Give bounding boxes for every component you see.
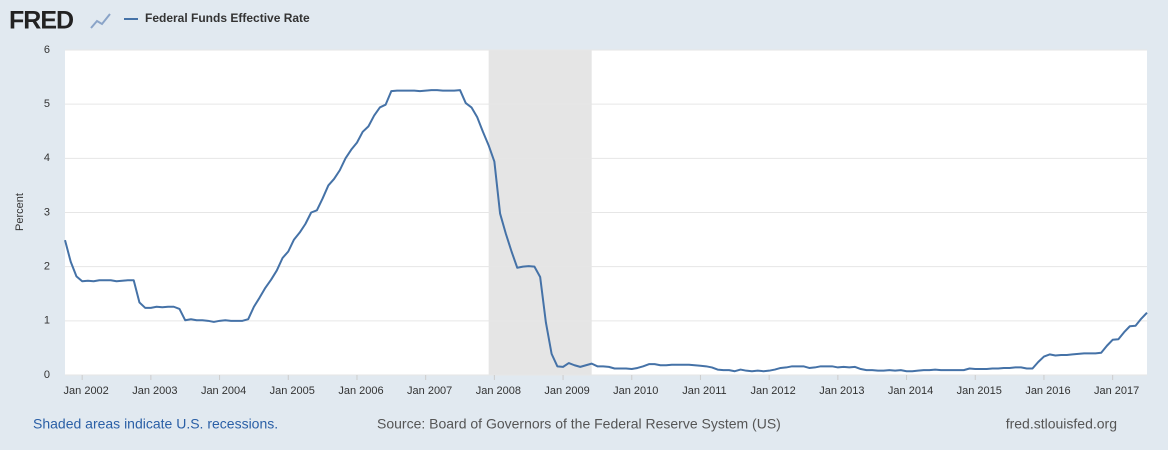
y-tick-label: 4 [44, 152, 50, 164]
site[interactable]: fred.stlouisfed.org [1006, 416, 1117, 432]
x-tick-label: Jan 2007 [407, 385, 452, 397]
x-tick-label: Jan 2009 [544, 385, 589, 397]
y-tick-label: 2 [44, 261, 50, 273]
y-tick-label: 6 [44, 44, 50, 56]
x-tick-label: Jan 2014 [888, 385, 933, 397]
x-tick-label: Jan 2012 [751, 385, 796, 397]
x-tick-label: Jan 2004 [201, 385, 246, 397]
x-tick-label: Jan 2011 [682, 385, 726, 397]
series-line [64, 89, 1148, 373]
x-tick-label: Jan 2013 [819, 385, 864, 397]
logo-icon [90, 13, 111, 29]
x-tick-label: Jan 2002 [64, 385, 109, 397]
y-tick-label: 3 [44, 206, 50, 218]
logo[interactable]: FRED [9, 7, 74, 35]
x-tick-label: Jan 2006 [338, 385, 383, 397]
y-tick-label: 5 [44, 98, 50, 110]
x-tick-label: Jan 2008 [476, 385, 521, 397]
x-tick-label: Jan 2016 [1025, 385, 1070, 397]
legend-label: Federal Funds Effective Rate [145, 11, 310, 25]
x-tick-label: Jan 2003 [132, 385, 177, 397]
y-tick-label: 0 [44, 369, 50, 381]
y-tick-label: 1 [44, 315, 50, 327]
source: Source: Board of Governors of the Federa… [377, 416, 781, 432]
recession-note[interactable]: Shaded areas indicate U.S. recessions. [33, 416, 278, 432]
x-tick-label: Jan 2010 [613, 385, 658, 397]
x-tick-label: Jan 2015 [957, 385, 1002, 397]
x-tick-label: Jan 2017 [1094, 385, 1139, 397]
x-tick-label: Jan 2005 [270, 385, 315, 397]
y-axis-label: Percent [14, 193, 26, 231]
